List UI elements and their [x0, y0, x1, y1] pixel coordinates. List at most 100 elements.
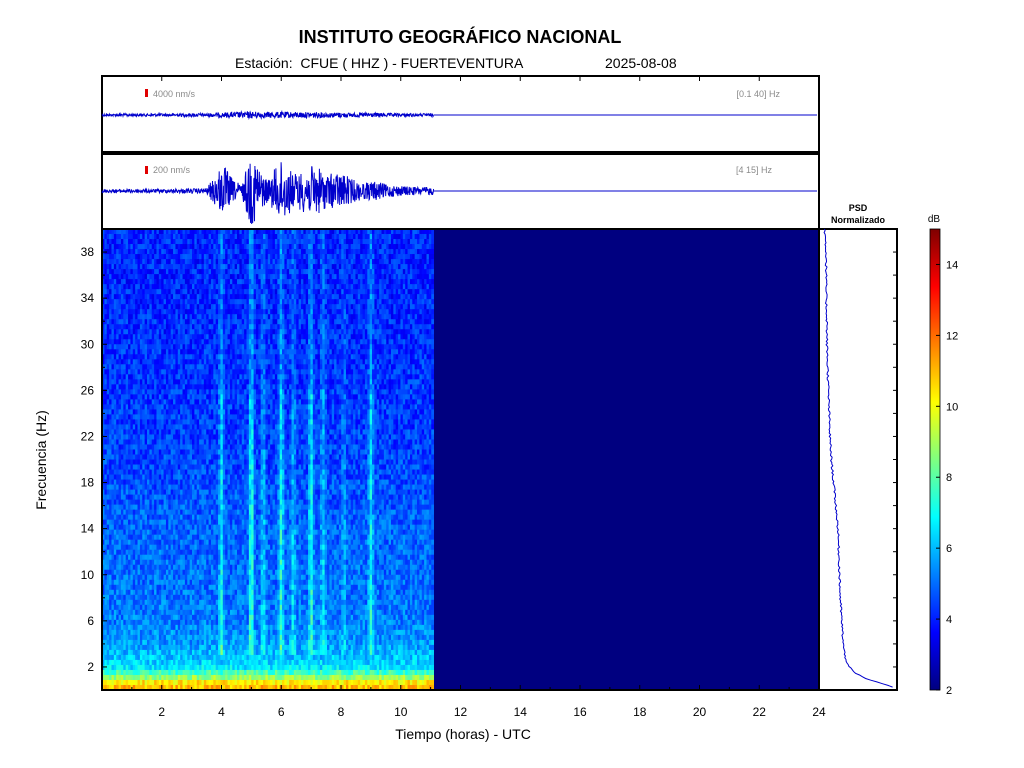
spectrogram-cell	[175, 264, 179, 270]
spectrogram-cell	[194, 319, 198, 325]
spectrogram-cell	[118, 684, 122, 690]
spectrogram-cell	[206, 459, 209, 465]
spectrogram-cell	[123, 334, 127, 340]
spectrogram-cell	[135, 279, 138, 285]
spectrogram-cell	[180, 484, 183, 490]
spectrogram-cell	[132, 304, 136, 310]
spectrogram-cell	[208, 679, 212, 686]
spectrogram-cell	[208, 569, 212, 576]
spectrogram-cell	[225, 254, 228, 260]
spectrogram-cell	[156, 389, 160, 395]
spectrogram-cell	[222, 534, 226, 541]
spectrogram-cell	[168, 484, 172, 490]
spectrogram-cell	[218, 339, 221, 345]
spectrogram-cell	[170, 394, 174, 400]
spectrogram-cell	[177, 569, 181, 576]
spectrogram-cell	[165, 269, 169, 275]
spectrogram-cell	[182, 654, 186, 661]
spectrogram-cell	[192, 249, 195, 255]
spectrogram-cell	[109, 529, 112, 536]
spectrogram-cell	[184, 479, 188, 485]
spectrogram-cell	[137, 654, 141, 661]
spectrogram-cell	[187, 414, 191, 420]
spectrogram-cell	[208, 314, 212, 320]
spectrogram-cell	[102, 299, 105, 305]
spectrogram-cell	[187, 259, 191, 265]
spectrogram-cell	[109, 269, 112, 275]
spectrogram-cell	[189, 319, 193, 325]
spectrogram-cell	[156, 474, 160, 480]
spectrogram-cell	[210, 299, 214, 305]
spectrogram-cell	[125, 639, 129, 646]
spectrogram-cell	[118, 329, 122, 335]
spectrogram-cell	[222, 449, 226, 455]
spectrogram-cell	[125, 634, 129, 641]
spectrogram-cell	[203, 329, 207, 335]
spectrogram-cell	[144, 274, 148, 280]
spectrogram-cell	[182, 569, 186, 576]
spectrogram-cell	[199, 259, 202, 265]
spectrogram-cell	[201, 244, 205, 250]
spectrogram-cell	[161, 479, 164, 485]
spectrogram-cell	[173, 639, 176, 646]
spectrogram-cell	[137, 334, 141, 340]
spectrogram-cell	[106, 504, 110, 511]
spectrogram-cell	[137, 299, 141, 305]
spectrogram-cell	[109, 329, 112, 335]
spectrogram-cell	[201, 449, 205, 455]
spectrogram-cell	[132, 654, 136, 661]
spectrogram-cell	[113, 579, 117, 586]
spectrogram-cell	[116, 504, 119, 511]
spectrogram-cell	[120, 679, 124, 686]
spectrogram-cell	[128, 364, 131, 370]
spectrogram-cell	[125, 299, 129, 305]
spectrogram-cell	[180, 659, 183, 666]
spectrogram-cell	[199, 679, 202, 686]
spectrogram-cell	[156, 614, 160, 621]
spectrogram-cell	[130, 519, 134, 526]
spectrogram-cell	[123, 259, 127, 265]
spectrogram-cell	[201, 254, 205, 260]
spectrogram-cell	[154, 344, 157, 350]
spectrogram-cell	[175, 234, 179, 240]
spectrogram-cell	[113, 614, 117, 621]
spectrogram-cell	[118, 239, 122, 245]
spectrogram-cell	[180, 609, 183, 616]
spectrogram-cell	[137, 609, 141, 616]
spectrogram-cell	[135, 669, 138, 676]
spectrogram-cell	[161, 264, 164, 270]
spectrogram-cell	[128, 269, 131, 275]
spectrogram-cell	[196, 584, 200, 591]
spectrogram-cell	[125, 359, 129, 365]
spectrogram-cell	[189, 649, 193, 656]
spectrogram-cell	[196, 389, 200, 395]
spectrogram-cell	[180, 234, 183, 240]
spectrogram-cell	[170, 434, 174, 440]
spectrogram-cell	[161, 549, 164, 556]
spectrogram-cell	[135, 369, 138, 375]
spectrogram-cell	[196, 519, 200, 526]
spectrogram-cell	[104, 439, 108, 445]
spectrogram-cell	[168, 619, 172, 626]
spectrogram-cell	[203, 664, 207, 671]
spectrogram-cell	[187, 474, 191, 480]
spectrogram-cell	[208, 439, 212, 445]
spectrogram-cell	[128, 229, 131, 235]
spectrogram-cell	[116, 659, 119, 666]
spectrogram-cell	[120, 599, 124, 606]
spectrogram-cell	[215, 654, 219, 661]
spectrogram-cell	[206, 424, 209, 430]
spectrogram-cell	[163, 569, 167, 576]
spectrogram-cell	[154, 629, 157, 636]
spectrogram-cell	[220, 659, 224, 666]
spectrogram-cell	[109, 584, 112, 591]
spectrogram-cell	[147, 394, 150, 400]
spectrogram-cell	[227, 234, 231, 240]
spectrogram-cell	[161, 574, 164, 581]
spectrogram-cell	[180, 369, 183, 375]
spectrogram-cell	[225, 644, 228, 651]
spectrogram-cell	[182, 249, 186, 255]
spectrogram-cell	[120, 274, 124, 280]
spectrogram-cell	[113, 284, 117, 290]
spectrogram-cell	[116, 454, 119, 460]
